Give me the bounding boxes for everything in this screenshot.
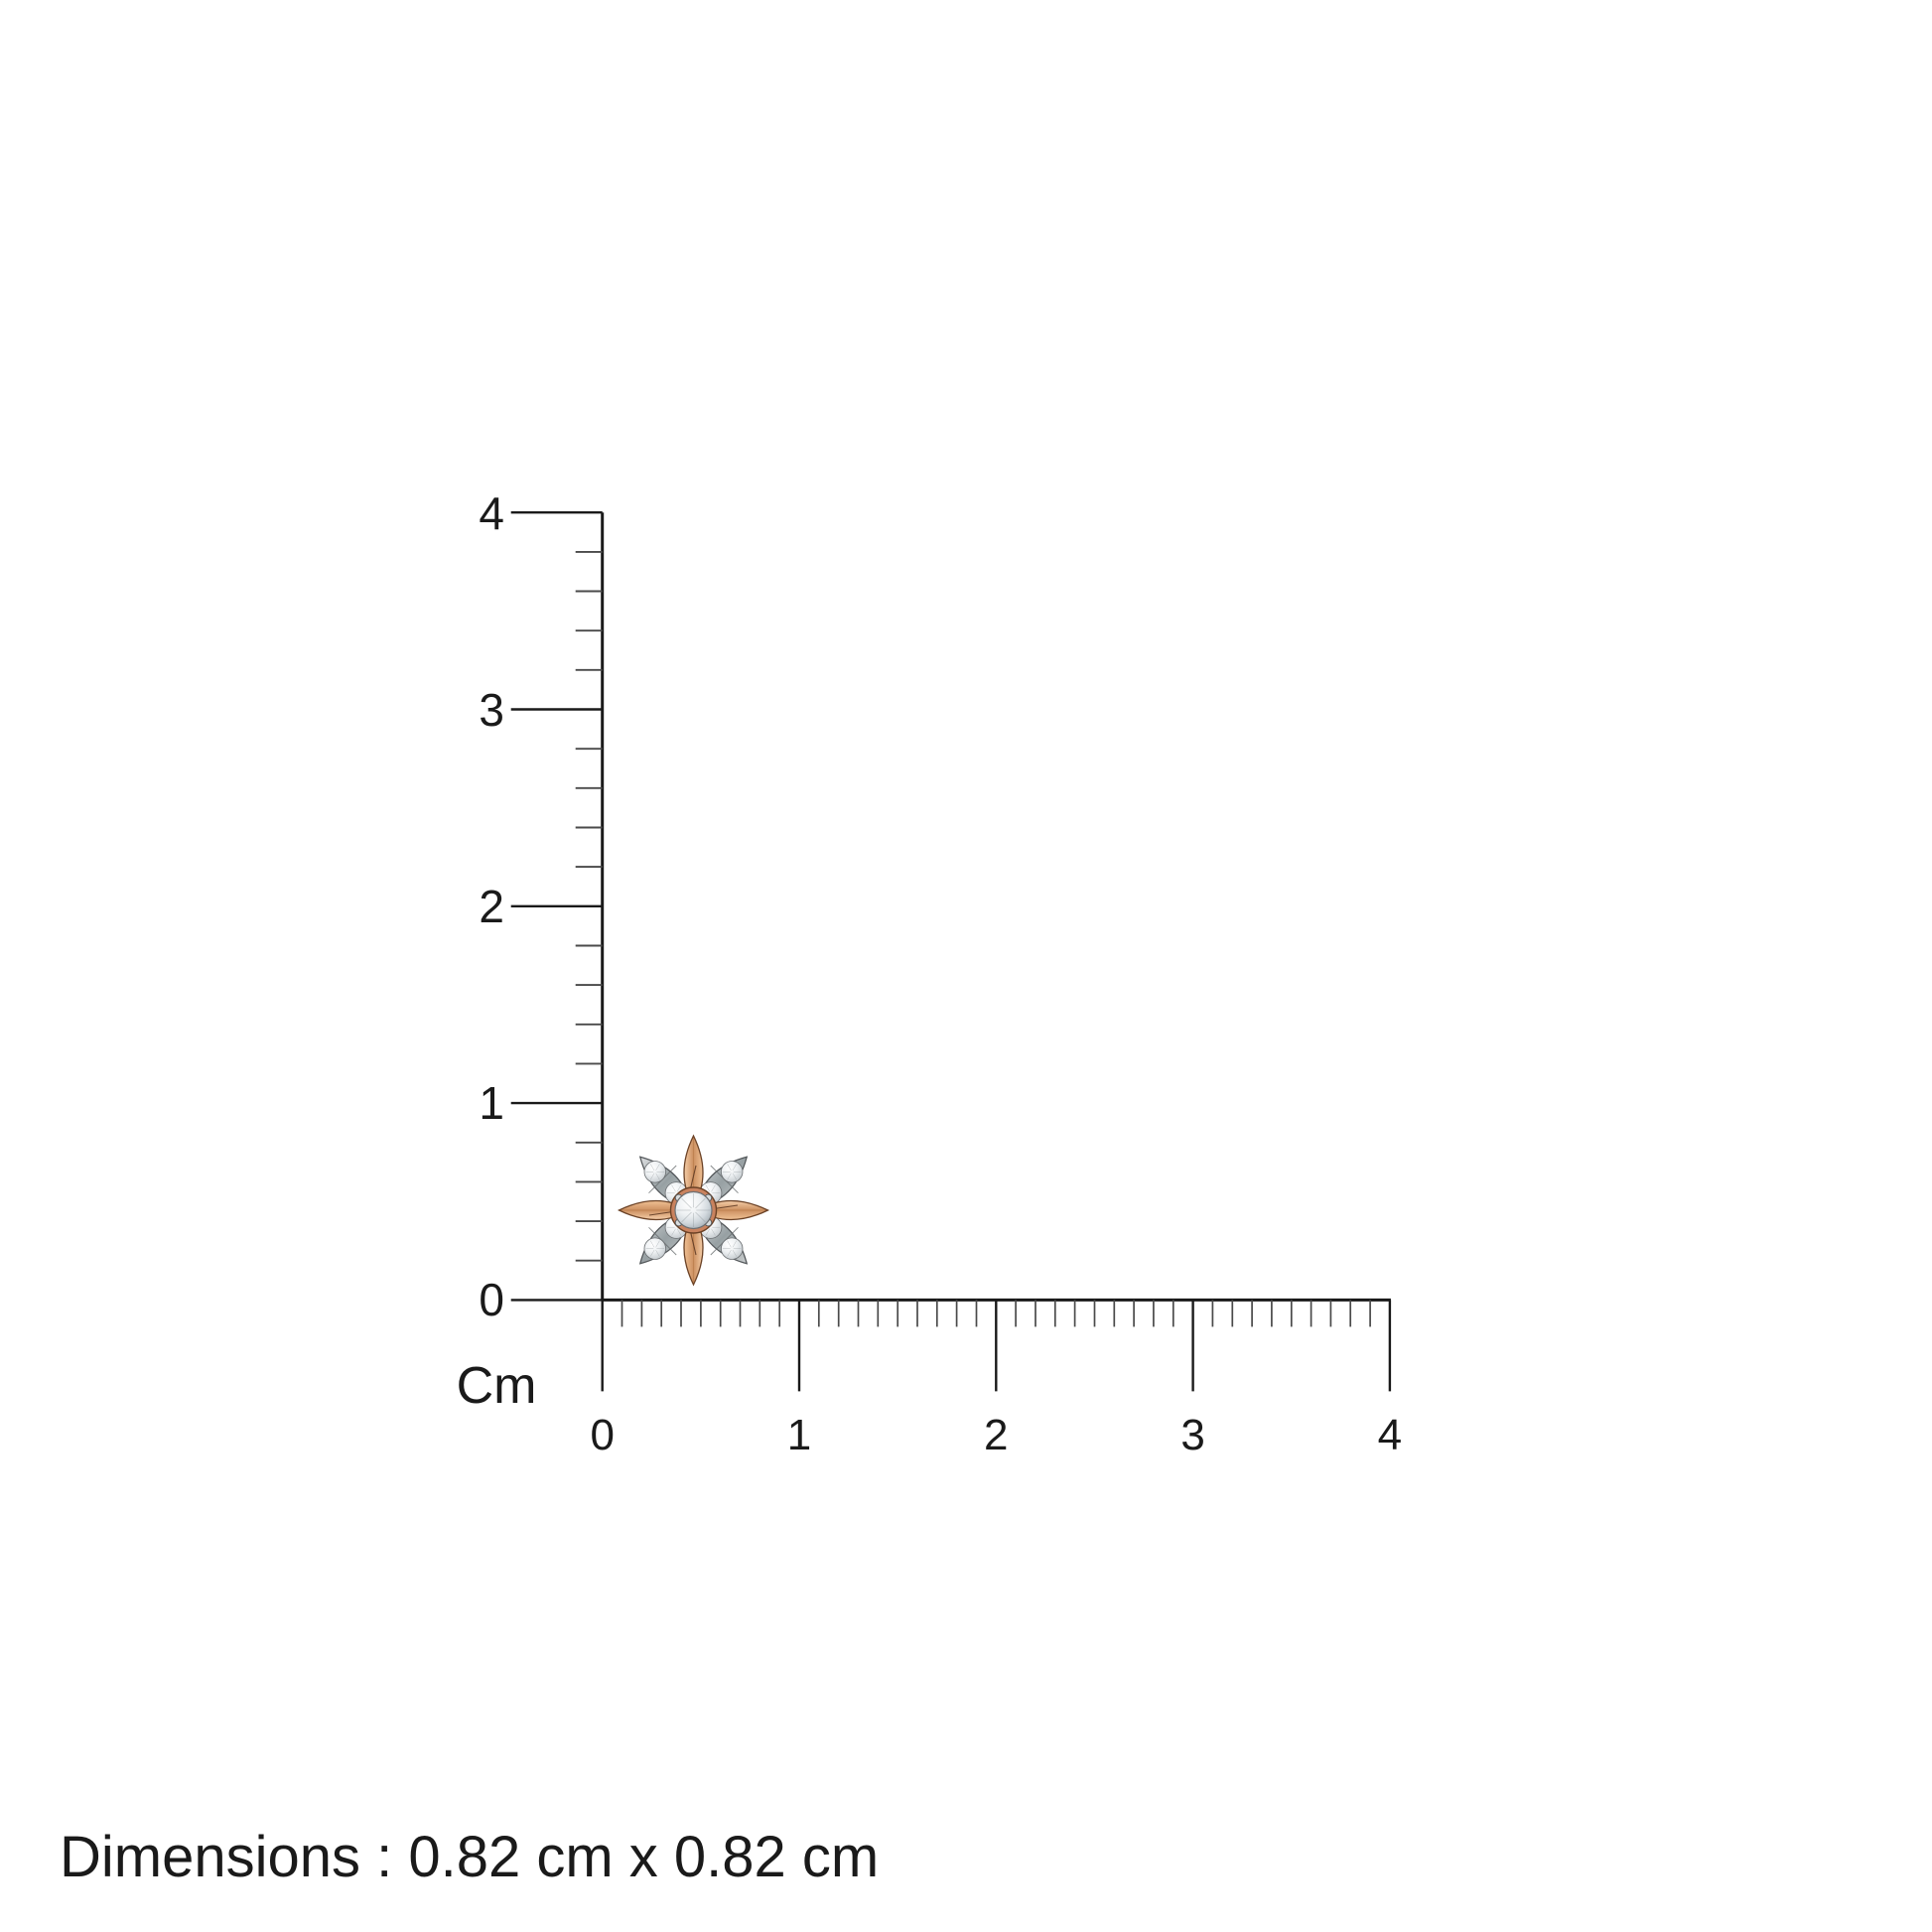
svg-text:4: 4	[1378, 1411, 1402, 1459]
svg-text:1: 1	[787, 1411, 811, 1459]
svg-text:3: 3	[479, 684, 504, 736]
svg-text:2: 2	[984, 1411, 1008, 1459]
svg-text:0: 0	[590, 1411, 614, 1459]
svg-text:4: 4	[479, 487, 504, 539]
svg-text:Cm: Cm	[457, 1357, 537, 1415]
svg-text:1: 1	[479, 1077, 504, 1129]
svg-text:0: 0	[479, 1274, 504, 1325]
svg-text:2: 2	[479, 881, 504, 932]
svg-text:3: 3	[1180, 1411, 1204, 1459]
svg-text:Dimensions : 0.82 cm x 0.82 cm: Dimensions : 0.82 cm x 0.82 cm	[60, 1825, 879, 1889]
